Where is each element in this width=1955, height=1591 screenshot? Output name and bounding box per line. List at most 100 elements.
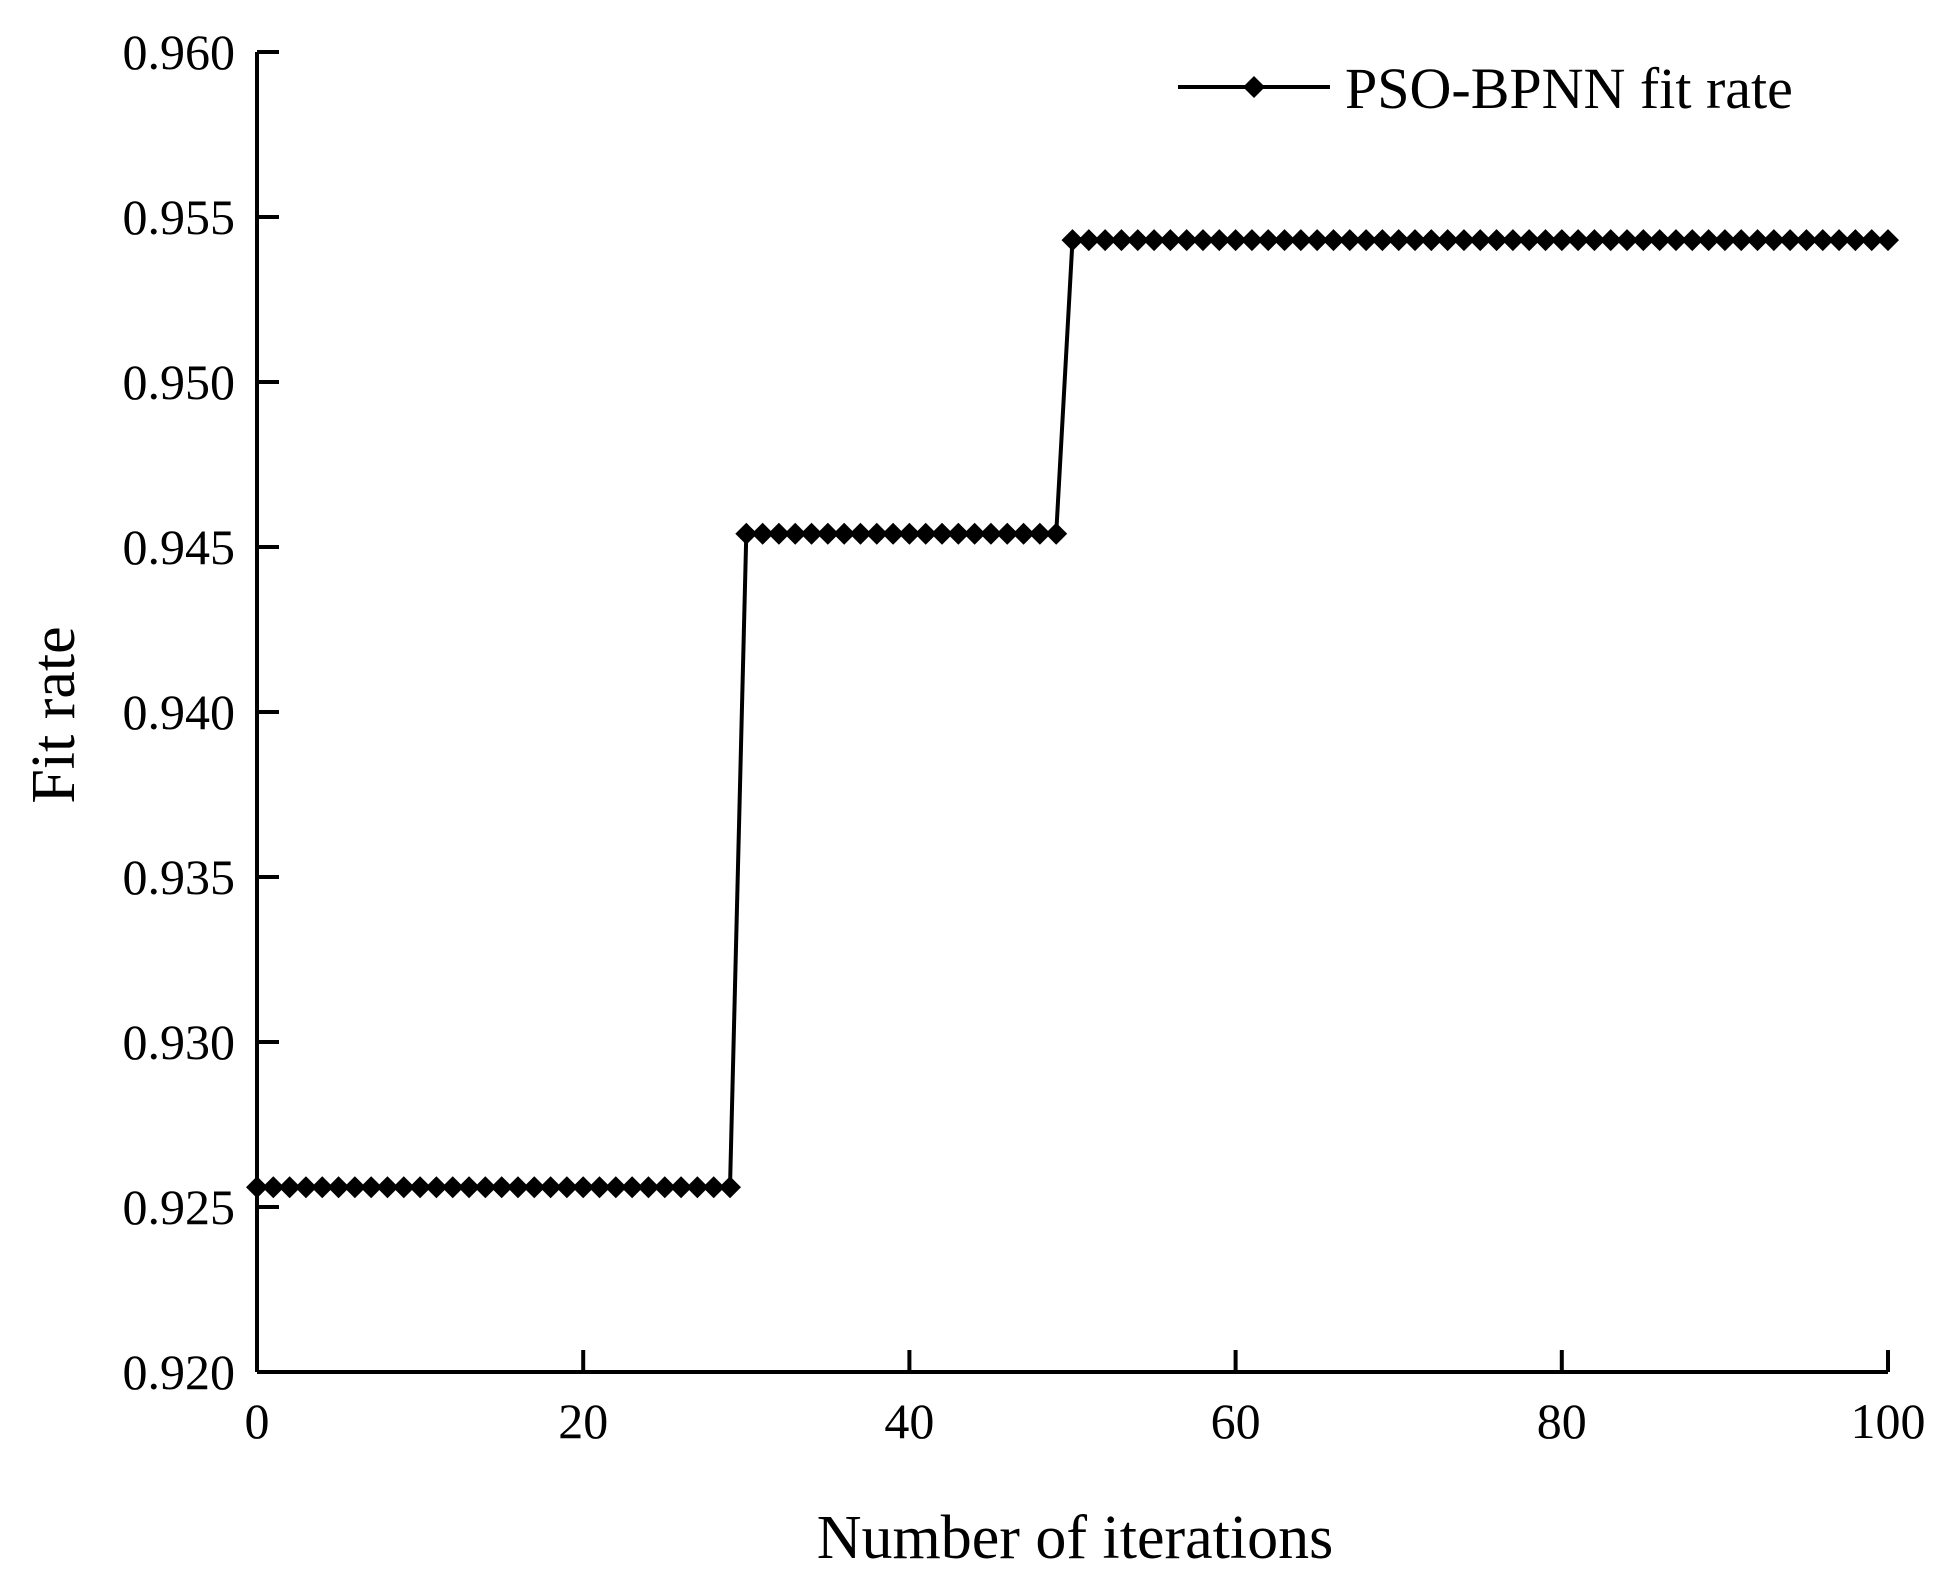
data-point-marker [1012, 522, 1035, 545]
data-point-marker [1175, 229, 1198, 252]
data-point-marker [572, 1176, 595, 1199]
y-tick-label: 0.930 [123, 1014, 236, 1070]
data-point-marker [1126, 229, 1149, 252]
data-point-marker [1501, 229, 1524, 252]
data-point-marker [604, 1176, 627, 1199]
data-point-marker [1518, 229, 1541, 252]
data-point-marker [882, 522, 905, 545]
data-point-marker [539, 1176, 562, 1199]
data-point-marker [1387, 229, 1410, 252]
data-point-marker [1877, 229, 1899, 252]
data-point-marker [1779, 229, 1802, 252]
data-point-marker [1338, 229, 1361, 252]
data-point-marker [360, 1176, 383, 1199]
data-point-marker [1795, 229, 1818, 252]
data-point-marker [1273, 229, 1296, 252]
series-line [257, 238, 1888, 1190]
data-point-marker [311, 1176, 334, 1199]
data-point-marker [751, 522, 774, 545]
data-point-marker [376, 1176, 399, 1199]
data-point-marker [490, 1176, 513, 1199]
data-point-marker [1730, 229, 1753, 252]
data-point-marker [1681, 229, 1704, 252]
data-point-marker [963, 522, 986, 545]
data-point-marker [784, 522, 807, 545]
ticks: 0 20 40 60 80 100 0.920 0.925 0.930 0.935 0.940 0.9… [123, 24, 1926, 1449]
data-point-marker [1550, 229, 1573, 252]
data-point-marker [849, 522, 872, 545]
data-point-marker [1306, 229, 1329, 252]
data-point-marker [1159, 229, 1182, 252]
data-point-marker [653, 1176, 676, 1199]
data-point-marker [294, 1176, 317, 1199]
data-point-marker [979, 522, 1002, 545]
y-tick-label: 0.940 [123, 684, 236, 740]
data-point-marker [392, 1176, 415, 1199]
data-point-marker [637, 1176, 660, 1199]
data-point-marker [1616, 229, 1639, 252]
data-point-marker [1045, 522, 1068, 545]
data-point-marker [1110, 229, 1133, 252]
x-tick-label: 0 [245, 1393, 270, 1449]
data-point-marker [1094, 229, 1117, 252]
data-point-marker [278, 1176, 301, 1199]
data-point-marker [1322, 229, 1345, 252]
data-point-marker [441, 1176, 464, 1199]
data-point-marker [670, 1176, 693, 1199]
data-point-marker [409, 1176, 432, 1199]
y-axis-title: Fit rate [20, 626, 88, 803]
y-tick-label: 0.960 [123, 24, 236, 80]
data-point-marker [523, 1176, 546, 1199]
x-tick-label: 100 [1851, 1393, 1926, 1449]
data-point-marker [1404, 229, 1427, 252]
data-point-marker [914, 522, 937, 545]
data-point-marker [735, 522, 758, 545]
data-point-marker [343, 1176, 366, 1199]
data-point-marker [1289, 229, 1312, 252]
y-tick-label: 0.955 [123, 189, 236, 245]
series-group [246, 229, 1899, 1199]
y-tick-label: 0.920 [123, 1344, 236, 1400]
data-point-marker [506, 1176, 529, 1199]
data-point-marker [1811, 229, 1834, 252]
x-tick-label: 20 [558, 1393, 608, 1449]
data-point-marker [1143, 229, 1166, 252]
data-point-marker [1567, 229, 1590, 252]
data-point-marker [1224, 229, 1247, 252]
data-point-marker [1257, 229, 1280, 252]
data-point-marker [1648, 229, 1671, 252]
data-point-marker [1746, 229, 1769, 252]
data-point-marker [767, 522, 790, 545]
data-point-marker [686, 1176, 709, 1199]
y-tick-label: 0.945 [123, 519, 236, 575]
data-point-marker [1452, 229, 1475, 252]
data-point-marker [931, 522, 954, 545]
data-point-marker [947, 522, 970, 545]
data-point-marker [1599, 229, 1622, 252]
data-point-marker [1420, 229, 1443, 252]
data-point-marker [327, 1176, 350, 1199]
data-point-marker [1860, 229, 1883, 252]
data-point-marker [1208, 229, 1231, 252]
data-point-marker [1485, 229, 1508, 252]
data-point-marker [1844, 229, 1867, 252]
legend-label: PSO-BPNN fit rate [1345, 56, 1793, 121]
y-tick-label: 0.925 [123, 1179, 236, 1235]
data-point-marker [1077, 229, 1100, 252]
data-point-marker [1191, 229, 1214, 252]
data-point-marker [1240, 229, 1263, 252]
data-point-marker [1828, 229, 1851, 252]
data-point-marker [816, 522, 839, 545]
data-point-marker [458, 1176, 481, 1199]
data-point-marker [1355, 229, 1378, 252]
data-point-marker [1371, 229, 1394, 252]
data-point-marker [702, 1176, 725, 1199]
data-point-marker [555, 1176, 578, 1199]
data-point-marker [1061, 229, 1084, 252]
x-tick-label: 60 [1211, 1393, 1261, 1449]
data-point-marker [588, 1176, 611, 1199]
x-tick-label: 80 [1537, 1393, 1587, 1449]
y-tick-label: 0.950 [123, 354, 236, 410]
data-point-marker [1534, 229, 1557, 252]
